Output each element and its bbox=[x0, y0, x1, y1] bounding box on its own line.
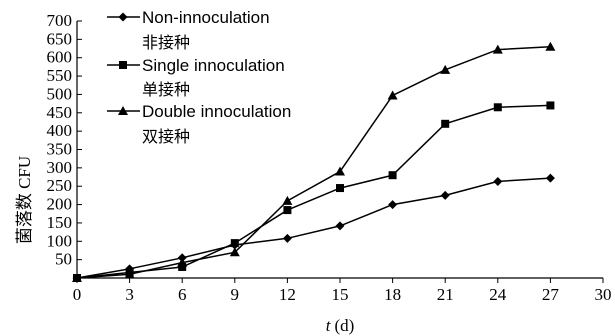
x-tick-label: 3 bbox=[125, 285, 134, 304]
y-tick-label: 250 bbox=[47, 176, 73, 195]
y-tick-label: 300 bbox=[47, 158, 73, 177]
data-point-single-innoculation bbox=[441, 119, 450, 128]
x-axis-title: t (d) bbox=[326, 316, 355, 335]
legend-marker-diamond bbox=[118, 12, 128, 22]
legend-item-double-innoculation: Double innoculation 双接种 bbox=[107, 102, 291, 146]
x-tick-label: 0 bbox=[73, 285, 82, 304]
x-axis-title-unit: (d) bbox=[334, 316, 354, 335]
x-axis-title-var: t bbox=[326, 316, 332, 335]
data-point-single-innoculation bbox=[388, 171, 397, 180]
y-tick-label: 600 bbox=[47, 48, 73, 67]
y-tick-label: 100 bbox=[47, 231, 73, 250]
legend-item-single-innoculation: Single innoculation 单接种 bbox=[107, 56, 285, 99]
data-point-non-innoculation bbox=[440, 190, 450, 200]
x-ticks: 0 3 6 9 12 15 18 21 24 27 30 bbox=[73, 278, 612, 304]
y-tick-label: 700 bbox=[47, 11, 73, 30]
data-point-double-innoculation bbox=[387, 90, 398, 100]
data-point-single-innoculation bbox=[336, 184, 344, 193]
data-point-single-innoculation bbox=[493, 103, 502, 112]
series-layer bbox=[72, 41, 556, 283]
legend-item-non-innoculation: Non-innoculation 非接种 bbox=[107, 8, 270, 52]
y-tick-label: 550 bbox=[47, 66, 73, 85]
y-tick-label: 150 bbox=[47, 213, 73, 232]
legend-label-non-innoculation: Non-innoculation bbox=[142, 8, 270, 27]
data-point-non-innoculation bbox=[282, 233, 292, 243]
data-point-double-innoculation bbox=[124, 269, 135, 279]
data-point-double-innoculation bbox=[545, 41, 556, 51]
x-tick-label: 15 bbox=[332, 285, 349, 304]
x-tick-label: 21 bbox=[437, 285, 454, 304]
data-point-single-innoculation bbox=[283, 206, 292, 215]
y-tick-label: 200 bbox=[47, 195, 73, 214]
legend-label-single-innoculation: Single innoculation bbox=[142, 56, 285, 75]
y-tick-label: 450 bbox=[47, 103, 73, 122]
legend-label-cn-double-innoculation: 双接种 bbox=[142, 127, 190, 146]
data-point-double-innoculation bbox=[335, 166, 345, 176]
legend-label-cn-single-innoculation: 单接种 bbox=[142, 80, 190, 99]
x-tick-label: 6 bbox=[178, 285, 187, 304]
series-line-non-innoculation bbox=[76, 177, 551, 279]
data-point-double-innoculation bbox=[177, 257, 188, 267]
x-tick-label: 24 bbox=[489, 285, 507, 304]
y-tick-label: 50 bbox=[55, 250, 72, 269]
x-tick-label: 18 bbox=[384, 285, 401, 304]
legend-label-double-innoculation: Double innoculation bbox=[142, 102, 291, 121]
data-point-double-innoculation bbox=[440, 64, 451, 74]
x-tick-label: 30 bbox=[595, 285, 612, 304]
series-line-single-innoculation bbox=[76, 104, 551, 279]
data-point-double-innoculation bbox=[72, 273, 82, 282]
y-tick-label: 350 bbox=[47, 140, 73, 159]
x-tick-label: 12 bbox=[279, 285, 296, 304]
legend-label-cn-non-innoculation: 非接种 bbox=[142, 33, 190, 52]
data-point-single-innoculation bbox=[178, 262, 187, 271]
data-point-single-innoculation bbox=[230, 239, 239, 248]
data-point-double-innoculation bbox=[229, 247, 240, 257]
legend-marker-square bbox=[119, 61, 127, 69]
data-point-double-innoculation bbox=[492, 44, 503, 54]
y-axis-title: 菌落数 CFU bbox=[15, 156, 34, 244]
x-tick-label: 9 bbox=[231, 285, 240, 304]
y-ticks: 5010015020025030035040045050055060065070… bbox=[47, 11, 82, 269]
data-point-non-innoculation bbox=[388, 200, 398, 210]
data-point-non-innoculation bbox=[335, 221, 345, 231]
y-tick-label: 400 bbox=[47, 121, 73, 140]
data-point-non-innoculation bbox=[545, 173, 555, 183]
data-point-single-innoculation bbox=[546, 101, 555, 110]
y-tick-label: 650 bbox=[47, 29, 73, 48]
data-point-non-innoculation bbox=[493, 176, 503, 186]
y-tick-label: 500 bbox=[47, 84, 73, 103]
data-point-double-innoculation bbox=[282, 195, 293, 205]
x-tick-label: 27 bbox=[542, 285, 560, 304]
legend: Non-innoculation 非接种 Single innoculation… bbox=[107, 8, 291, 146]
legend-marker-triangle bbox=[118, 106, 128, 115]
series-line-double-innoculation bbox=[76, 45, 551, 279]
